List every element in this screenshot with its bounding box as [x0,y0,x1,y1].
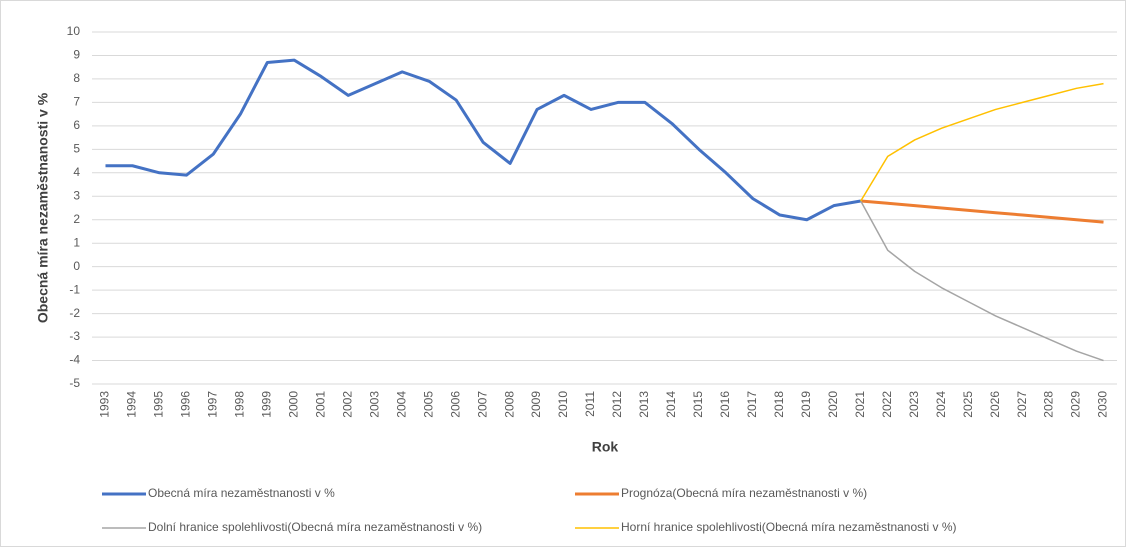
legend-label: Prognóza(Obecná míra nezaměstnanosti v %… [621,486,867,500]
x-tick-label: 2025 [961,391,975,418]
x-tick-label: 2022 [880,391,894,418]
y-tick-label: 7 [73,95,80,109]
x-tick-label: 2008 [502,391,516,418]
x-tick-label: 1997 [206,391,220,418]
y-tick-label: -1 [69,282,80,296]
x-tick-label: 2026 [988,391,1002,418]
x-tick-label: 2009 [529,391,543,418]
x-tick-label: 1996 [179,391,193,418]
y-tick-label: 4 [73,165,80,179]
y-axis-title: Obecná míra nezaměstnanosti v % [35,92,51,323]
x-tick-label: 2012 [610,391,624,418]
x-tick-label: 2001 [313,391,327,418]
x-tick-label: 2006 [448,391,462,418]
y-tick-label: -3 [69,329,80,343]
x-tick-label: 2010 [556,391,570,418]
x-tick-label: 2020 [826,391,840,418]
y-tick-label: 1 [73,235,80,249]
x-tick-label: 1999 [260,391,274,418]
x-tick-label: 2023 [907,391,921,418]
series-line [105,58,862,222]
x-tick-label: 2030 [1096,391,1110,418]
x-tick-label: 2014 [664,391,678,418]
x-tick-label: 2002 [340,391,354,418]
x-tick-label: 2019 [799,391,813,418]
x-tick-label: 2005 [421,391,435,418]
x-tick-label: 2029 [1069,391,1083,418]
x-tick-label: 2000 [286,391,300,418]
series-line [860,82,1104,202]
x-tick-label: 2015 [691,391,705,418]
x-tick-label: 2027 [1015,391,1029,418]
y-tick-label: 5 [73,142,80,156]
x-tick-label: 2004 [394,391,408,418]
y-tick-label: 10 [67,24,81,38]
series-line [860,199,1104,224]
y-tick-label: 8 [73,71,80,85]
legend-label: Horní hranice spolehlivosti(Obecná míra … [621,520,956,534]
x-tick-label: 1995 [152,391,166,418]
x-tick-label: 2018 [772,391,786,418]
x-tick-label: 2003 [367,391,381,418]
y-tick-label: 0 [73,259,80,273]
x-tick-label: 1994 [125,391,139,418]
x-tick-label: 1998 [233,391,247,418]
x-tick-label: 2013 [637,391,651,418]
y-tick-label: -5 [69,376,80,390]
x-tick-label: 2007 [475,391,489,418]
y-tick-label: 3 [73,188,80,202]
y-tick-label: 2 [73,212,80,226]
x-tick-label: 1993 [98,391,112,418]
x-tick-label: 2016 [718,391,732,418]
x-tick-label: 2011 [583,391,597,417]
legend-label: Dolní hranice spolehlivosti(Obecná míra … [148,520,482,534]
x-tick-label: 2017 [745,391,759,418]
y-tick-label: 6 [73,118,80,132]
legend-label: Obecná míra nezaměstnanosti v % [148,486,335,500]
x-tick-label: 2021 [853,391,867,418]
y-tick-label: -2 [69,306,80,320]
x-tick-label: 2024 [934,391,948,418]
series-line [860,200,1104,362]
y-tick-label: 9 [73,48,80,62]
x-tick-label: 2028 [1042,391,1056,418]
y-tick-label: -4 [69,353,80,367]
x-axis-title: Rok [592,439,619,455]
